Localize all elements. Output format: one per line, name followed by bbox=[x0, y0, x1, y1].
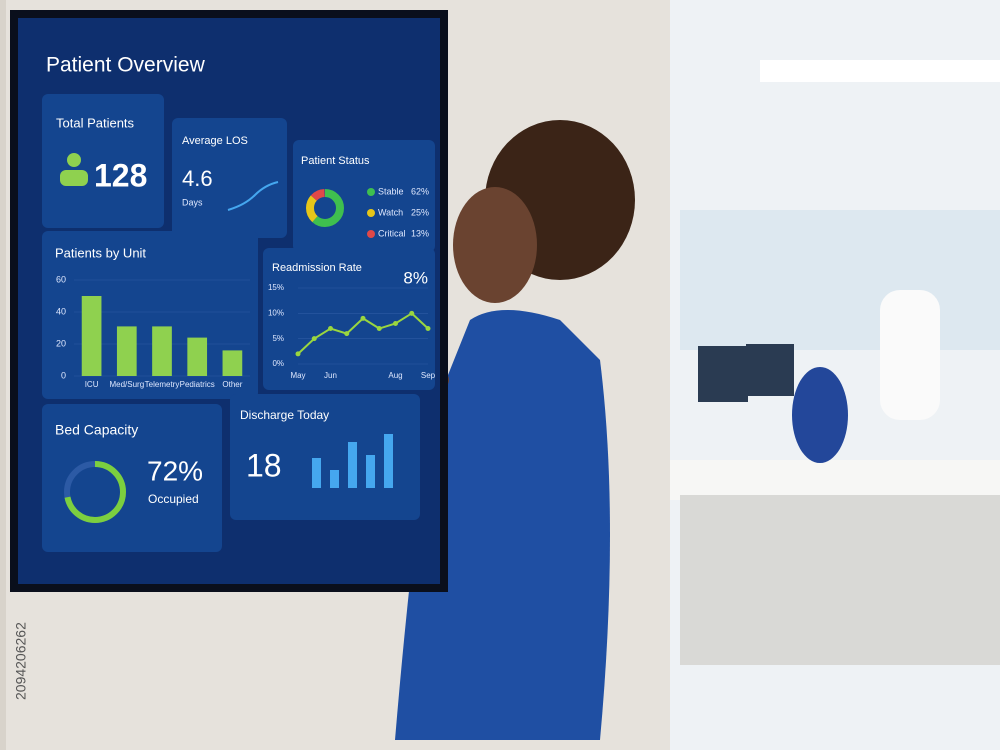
panel-label: Average LOS bbox=[182, 135, 248, 147]
x-tick-label: Sep bbox=[421, 371, 436, 380]
x-tick-label: May bbox=[290, 371, 305, 380]
seated-nurse bbox=[792, 367, 848, 463]
gauge-arc bbox=[64, 461, 126, 523]
sparkline bbox=[227, 181, 279, 211]
y-tick-label: 60 bbox=[56, 274, 66, 284]
value-label: 25% bbox=[411, 207, 429, 217]
y-tick-label: 10% bbox=[268, 308, 284, 317]
point bbox=[311, 336, 317, 342]
bar-icon bbox=[348, 442, 357, 488]
panel bbox=[263, 248, 435, 390]
edge bbox=[0, 0, 6, 750]
point bbox=[328, 326, 333, 332]
point bbox=[360, 315, 366, 321]
y-tick-label: 20 bbox=[56, 338, 66, 348]
panel-label: Discharge Today bbox=[240, 408, 329, 422]
nurse-scrubs bbox=[395, 310, 610, 740]
donut-slice bbox=[306, 189, 344, 227]
legend-dot bbox=[367, 209, 375, 217]
discharge-bars bbox=[312, 434, 393, 488]
bar-icon bbox=[330, 470, 339, 488]
point bbox=[409, 310, 415, 316]
x-tick-label: Med/Surg bbox=[109, 380, 144, 389]
windows bbox=[680, 210, 1000, 350]
gauge-value: 72% bbox=[147, 455, 203, 486]
panel bbox=[42, 404, 222, 552]
counter-top bbox=[670, 460, 1000, 500]
bar bbox=[116, 326, 137, 376]
bar-icon bbox=[384, 434, 393, 488]
dashboard: Patient Overview Total Patients 128 Aver… bbox=[42, 54, 436, 552]
x-tick-label: Telemetry bbox=[145, 380, 180, 389]
point bbox=[376, 326, 382, 332]
chart-title: Readmission Rate bbox=[272, 262, 362, 274]
stat-value: 4.6 bbox=[182, 166, 213, 191]
x-tick-label: Jun bbox=[324, 371, 337, 380]
panel-label: Bed Capacity bbox=[55, 422, 138, 438]
headline: 8% bbox=[403, 268, 428, 287]
stat-value: 128 bbox=[94, 157, 147, 193]
y-tick-label: 15% bbox=[268, 283, 284, 292]
people-icon bbox=[60, 170, 88, 186]
panel bbox=[230, 394, 420, 520]
legend-dot bbox=[367, 188, 375, 196]
legend-label: Stable bbox=[378, 186, 404, 196]
x-tick-label: Aug bbox=[388, 371, 402, 380]
monitor bbox=[698, 346, 748, 402]
bar bbox=[222, 350, 243, 376]
stat-value: 18 bbox=[246, 447, 282, 483]
legend-dot bbox=[367, 230, 375, 238]
panel bbox=[172, 118, 287, 238]
dashboard-title: Patient Overview bbox=[46, 54, 206, 77]
y-tick-label: 5% bbox=[272, 334, 284, 343]
x-tick-label: Other bbox=[222, 380, 242, 389]
nurse-face bbox=[453, 187, 537, 303]
donut-slice bbox=[306, 189, 344, 227]
x-tick-label: ICU bbox=[85, 380, 99, 389]
point bbox=[393, 320, 398, 326]
bar-icon bbox=[366, 455, 375, 488]
stat-unit: Days bbox=[182, 197, 203, 207]
gauge-unit: Occupied bbox=[148, 492, 199, 506]
point bbox=[425, 326, 431, 332]
panel-label: Total Patients bbox=[56, 115, 135, 130]
monitor bbox=[746, 344, 794, 396]
watermark-id: 2094206262 bbox=[13, 622, 29, 700]
y-tick-label: 0% bbox=[272, 359, 284, 368]
bar bbox=[81, 296, 102, 376]
value-label: 62% bbox=[411, 186, 429, 196]
bar bbox=[187, 337, 208, 376]
people-icon bbox=[67, 153, 81, 167]
counter bbox=[680, 495, 1000, 665]
value-label: 13% bbox=[411, 228, 429, 238]
doctor bbox=[880, 290, 940, 420]
point bbox=[295, 351, 301, 357]
point bbox=[344, 331, 350, 337]
chart-title: Patients by Unit bbox=[55, 245, 146, 260]
legend-label: Critical bbox=[378, 228, 406, 238]
ceiling-light bbox=[760, 60, 1000, 82]
bar-icon bbox=[312, 458, 321, 488]
y-tick-label: 0 bbox=[61, 370, 66, 380]
panel-label: Patient Status bbox=[301, 155, 370, 167]
y-tick-label: 40 bbox=[56, 306, 66, 316]
bar bbox=[152, 326, 172, 376]
x-tick-label: Pediatrics bbox=[180, 380, 215, 389]
legend-label: Watch bbox=[378, 207, 403, 217]
panel bbox=[42, 94, 164, 228]
